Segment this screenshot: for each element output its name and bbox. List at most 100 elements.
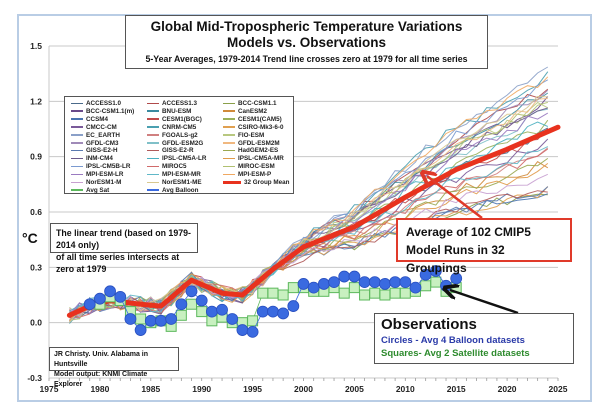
- legend-swatch: [71, 102, 83, 105]
- balloon-point: [267, 305, 279, 318]
- balloon-point: [348, 270, 361, 283]
- balloon-point: [155, 314, 167, 327]
- legend-item: CMCC-CM: [71, 124, 117, 132]
- legend-swatch: [71, 165, 83, 168]
- legend-label: MIROC5: [162, 163, 187, 171]
- annotation-arrows: [427, 176, 519, 315]
- legend-item: CESM1(BGC): [147, 116, 202, 124]
- legend-label: BCC-CSM1.1: [238, 100, 277, 107]
- legend-swatch: [147, 181, 159, 184]
- title-box: Global Mid-Tropospheric Temperature Vari…: [125, 15, 488, 69]
- legend-swatch: [147, 149, 159, 152]
- legend-item: MPI-ESM-MR: [147, 171, 201, 179]
- balloon-point: [328, 276, 340, 288]
- legend-label: EC_EARTH: [86, 131, 120, 139]
- legend-label: IPSL-CM5A-MR: [238, 155, 284, 163]
- legend-item: CNRM-CM5: [147, 124, 196, 132]
- legend-swatch: [147, 110, 159, 112]
- legend-swatch: [71, 134, 83, 136]
- trend-text-2: of all time series intersects at zero at…: [56, 252, 180, 274]
- legend-swatch: [147, 157, 159, 160]
- legend-item: CanESM2: [223, 108, 267, 116]
- legend-swatch: [71, 118, 83, 120]
- balloon-point: [419, 268, 432, 281]
- legend-swatch: [223, 173, 235, 176]
- y-tick-label: 0.6: [30, 207, 42, 217]
- legend-label: CanESM2: [238, 107, 268, 115]
- legend-item: IPSL-CM5A-LR: [147, 155, 206, 163]
- legend-item: MIROC5: [147, 163, 187, 171]
- balloon-point: [94, 292, 106, 305]
- legend-item: CESM1(CAM5): [223, 116, 282, 124]
- legend-label: NorESM1-ME: [162, 179, 202, 186]
- legend-item: FIO-ESM: [223, 132, 264, 140]
- legend-label: GFDL-ESM2M: [238, 139, 280, 147]
- sat-point: [420, 280, 432, 292]
- legend-label: BNU-ESM: [162, 107, 192, 115]
- legend-item: MPI-ESM-LR: [71, 171, 123, 179]
- balloon-point: [409, 281, 422, 294]
- legend-label: INM-CM4: [86, 155, 113, 163]
- legend-item: NorESM1-ME: [147, 179, 202, 187]
- legend-item: INM-CM4: [71, 155, 113, 163]
- x-tick-label: 2025: [549, 384, 568, 394]
- legend-item: NorESM1-M: [71, 179, 121, 187]
- legend-label: ACCESS1.3: [162, 100, 197, 107]
- legend-label: GFDL-ESM2G: [162, 139, 204, 147]
- legend-label: GFDL-CM3: [86, 139, 119, 147]
- x-tick-label: 2020: [498, 384, 517, 394]
- balloon-point: [165, 313, 178, 325]
- legend-swatch: [71, 157, 83, 160]
- legend-item: BNU-ESM: [147, 108, 191, 116]
- legend-swatch: [71, 189, 83, 191]
- credit-box: JR Christy. Univ. Alabama in Huntsville …: [49, 347, 179, 388]
- legend-swatch: [71, 149, 83, 152]
- legend-label: HadGEM2-ES: [238, 147, 279, 155]
- legend-swatch: [223, 134, 235, 136]
- legend-label: MPI-ESM-P: [238, 171, 272, 179]
- sat-point: [257, 287, 269, 299]
- legend-item: GFDL-ESM2M: [223, 140, 280, 148]
- red-arrow: [427, 176, 483, 219]
- x-tick-label: 2015: [447, 384, 466, 394]
- sat-point: [338, 287, 350, 299]
- legend-swatch: [71, 110, 83, 112]
- balloon-point: [144, 314, 157, 327]
- legend-label: MPI-ESM-LR: [86, 171, 124, 179]
- observation-series: [83, 265, 463, 338]
- legend-swatch: [223, 157, 235, 160]
- balloon-point: [185, 285, 198, 298]
- balloon-point: [389, 276, 402, 288]
- balloon-point: [399, 276, 412, 288]
- trend-annotation: The linear trend (based on 1979-2014 onl…: [50, 223, 198, 274]
- balloon-point: [195, 294, 208, 307]
- y-tick-label: 0.3: [30, 262, 42, 272]
- legend-label: Avg Balloon: [162, 186, 199, 194]
- legend-label: MIROC-ESM: [238, 163, 275, 171]
- sat-point: [369, 287, 381, 299]
- x-tick-label: 2005: [345, 384, 364, 394]
- model-line-noresm1-m: [69, 173, 549, 318]
- legend-item: BCC-CSM1.1: [223, 100, 277, 108]
- balloon-point: [307, 281, 320, 294]
- balloon-point: [256, 305, 269, 318]
- legend-item: Avg Balloon: [147, 187, 199, 195]
- legend-label: MPI-ESM-MR: [162, 171, 201, 179]
- x-tick-label: 1995: [243, 384, 262, 394]
- balloon-point: [379, 278, 391, 290]
- balloon-point: [440, 279, 452, 292]
- x-tick-label: 1980: [90, 384, 109, 394]
- balloon-point: [104, 285, 116, 298]
- legend-swatch: [71, 181, 83, 184]
- legend-item: GISS-E2-H: [71, 147, 118, 155]
- credit-text-1: JR Christy. Univ. Alabama in Huntsville: [54, 351, 149, 368]
- balloon-point: [277, 307, 290, 320]
- balloon-point: [226, 313, 239, 325]
- chart-title: Global Mid-Tropospheric Temperature Vari…: [150, 19, 463, 34]
- obs-title: Observations: [381, 316, 477, 333]
- sat-point: [277, 289, 289, 301]
- balloon-point: [317, 278, 330, 290]
- x-tick-label: 1990: [192, 384, 211, 394]
- legend-swatch: [223, 126, 235, 128]
- legend-label: IPSL-CM5B-LR: [86, 163, 131, 171]
